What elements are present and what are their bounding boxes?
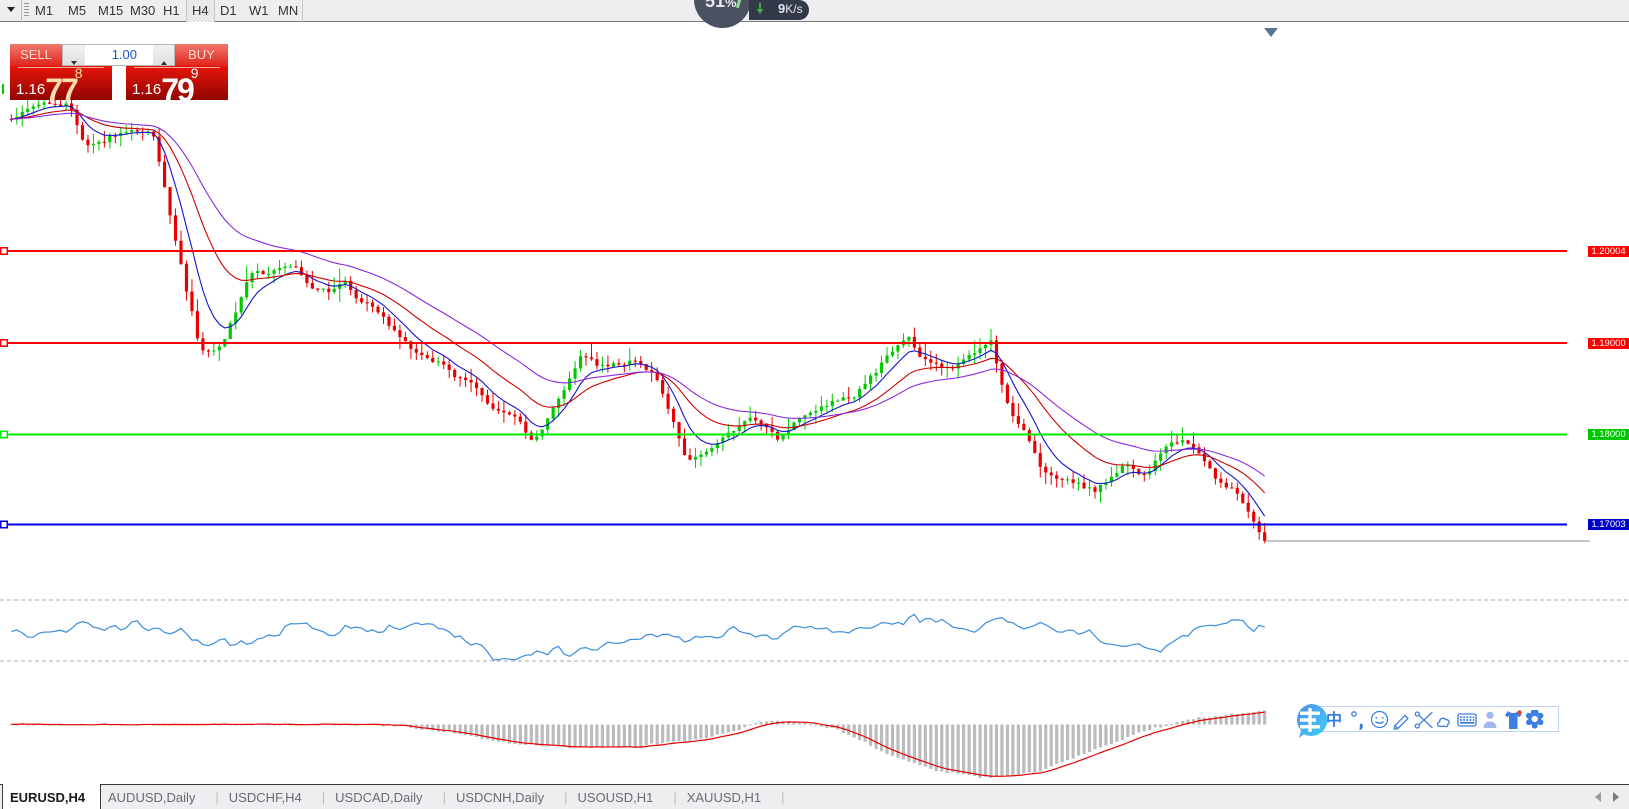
svg-text:中: 中 — [1326, 710, 1342, 729]
